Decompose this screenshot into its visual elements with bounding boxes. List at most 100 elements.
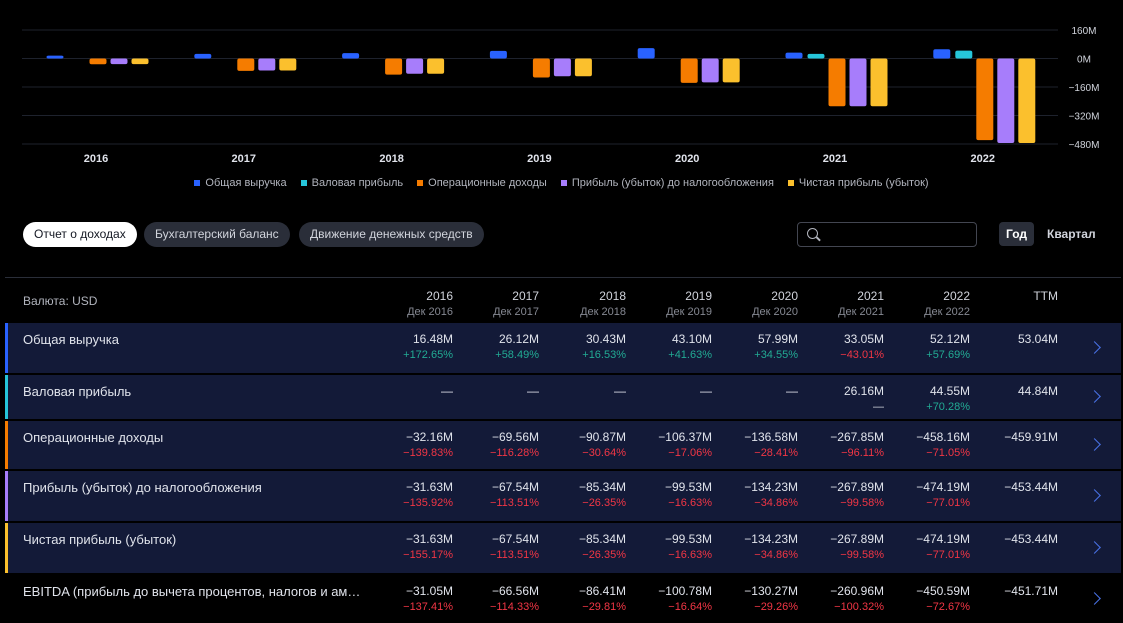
cell-change: −28.41% [754, 447, 798, 459]
bar [849, 58, 867, 107]
row-label: Операционные доходы [23, 430, 164, 445]
cell-change: −77.01% [926, 497, 970, 509]
cell-value: 33.05M [843, 332, 884, 346]
cell-value: −474.19M [916, 480, 970, 494]
cell-change: −29.81% [582, 601, 626, 613]
column-header: 2018 Дек 2018 [546, 289, 626, 318]
period-quarter-button[interactable]: Квартал [1047, 227, 1096, 241]
chevron-right-icon[interactable] [1088, 541, 1101, 554]
search-input[interactable] [797, 222, 977, 247]
cell-change: −16.63% [668, 497, 712, 509]
cell-change: +58.49% [495, 349, 539, 361]
table-cell: −67.54M −113.51% [459, 532, 539, 561]
table-cell: 43.10M +41.63% [632, 332, 712, 361]
table-cell: 52.12M +57.69% [890, 332, 970, 361]
legend-item[interactable]: Операционные доходы [417, 175, 547, 191]
cell-value: 44.55M [929, 384, 970, 398]
cell-change: −16.63% [668, 549, 712, 561]
bar [89, 58, 107, 65]
cell-value: −106.37M [658, 430, 712, 444]
cell-value: −267.89M [830, 480, 884, 494]
bar [553, 58, 571, 77]
bar [722, 58, 740, 83]
tab-balance-sheet[interactable]: Бухгалтерский баланс [144, 222, 290, 247]
chevron-right-icon[interactable] [1088, 489, 1101, 502]
column-year: 2021 [857, 289, 884, 303]
table-cell: −99.53M −16.63% [632, 532, 712, 561]
table-row[interactable]: Прибыль (убыток) до налогообложения −31.6… [5, 471, 1121, 521]
chevron-right-icon[interactable] [1088, 341, 1101, 354]
bar [807, 53, 825, 59]
legend-item[interactable]: Прибыль (убыток) до налогообложения [560, 175, 774, 191]
cell-change: +41.63% [668, 349, 712, 361]
cell-value: −32.16M [405, 430, 453, 444]
table-cell: −66.56M −114.33% [459, 584, 539, 613]
column-period: Дек 2022 [924, 306, 970, 318]
cell-change: −72.67% [926, 601, 970, 613]
cell-value: — [700, 384, 712, 398]
cell-change: −34.86% [754, 497, 798, 509]
table-cell: 53.04M [978, 332, 1058, 346]
column-period: Дек 2021 [838, 306, 884, 318]
cell-value: −66.56M [491, 584, 539, 598]
cell-value: −267.85M [830, 430, 884, 444]
cell-change: −155.17% [403, 549, 453, 561]
cell-value: 44.84M [1017, 384, 1058, 398]
table-cell: 44.55M +70.28% [890, 384, 970, 413]
table-cell: −134.23M −34.86% [718, 532, 798, 561]
cell-change: −34.86% [754, 549, 798, 561]
currency-label: Валюта: USD [23, 294, 98, 308]
column-period: Дек 2018 [580, 306, 626, 318]
tab-income-statement[interactable]: Отчет о доходах [23, 222, 137, 247]
table-cell: −31.63M −135.92% [373, 480, 453, 509]
cell-change: −135.92% [403, 497, 453, 509]
cell-value: −458.16M [916, 430, 970, 444]
chevron-right-icon[interactable] [1088, 592, 1101, 605]
column-year: 2019 [685, 289, 712, 303]
x-tick-label: 2020 [675, 153, 699, 165]
period-year-button[interactable]: Год [999, 222, 1034, 246]
cell-value: −459.91M [1004, 430, 1058, 444]
legend-label: Операционные доходы [428, 177, 547, 189]
column-period: Дек 2020 [752, 306, 798, 318]
chevron-right-icon[interactable] [1088, 390, 1101, 403]
chevron-right-icon[interactable] [1088, 438, 1101, 451]
cell-value: −134.23M [744, 532, 798, 546]
column-header: 2017 Дек 2017 [459, 289, 539, 318]
legend-item[interactable]: Общая выручка [194, 175, 287, 191]
tab-cash-flow[interactable]: Движение денежных средств [299, 222, 484, 247]
table-cell: −130.27M −29.26% [718, 584, 798, 613]
table-cell: −134.23M −34.86% [718, 480, 798, 509]
cell-change: −100.32% [834, 601, 884, 613]
bar [427, 58, 445, 74]
table-row[interactable]: EBITDA (прибыль до вычета процентов, нал… [5, 575, 1121, 623]
cell-value: −450.59M [916, 584, 970, 598]
cell-value: 52.12M [929, 332, 970, 346]
column-year: 2018 [599, 289, 626, 303]
column-header: TTM [978, 289, 1058, 303]
legend-item[interactable]: Валовая прибыль [300, 175, 403, 191]
cell-value: −451.71M [1004, 584, 1058, 598]
cell-value: −85.34M [578, 480, 626, 494]
toolbar: Отчет о доходах Бухгалтерский баланс Дви… [0, 220, 1123, 250]
bar [342, 53, 360, 59]
legend-label: Прибыль (убыток) до налогообложения [571, 177, 774, 189]
table-row[interactable]: Валовая прибыль — — — — — 26.16M — 44.55M +70.28%… [5, 375, 1121, 419]
cell-value: −67.54M [491, 480, 539, 494]
y-tick-label: −160M [1069, 83, 1100, 94]
column-period: Дек 2017 [493, 306, 539, 318]
bar [574, 58, 592, 77]
cell-value: −99.53M [664, 480, 712, 494]
table-cell: −31.05M −137.41% [373, 584, 453, 613]
table-row[interactable]: Чистая прибыль (убыток) −31.63M −155.17% −6… [5, 523, 1121, 573]
table-row[interactable]: Операционные доходы −32.16M −139.83% −69.56… [5, 421, 1121, 469]
table-row[interactable]: Общая выручка 16.48M +172.65% 26.12M +58.49%… [5, 323, 1121, 373]
legend-item[interactable]: Чистая прибыль (убыток) [787, 175, 929, 191]
cell-change: −99.58% [840, 497, 884, 509]
table-cell: −450.59M −72.67% [890, 584, 970, 613]
cell-value: 30.43M [585, 332, 626, 346]
cell-value: −136.58M [744, 430, 798, 444]
cell-change: −99.58% [840, 549, 884, 561]
column-header: 2016 Дек 2016 [373, 289, 453, 318]
y-tick-label: 0M [1077, 55, 1091, 66]
